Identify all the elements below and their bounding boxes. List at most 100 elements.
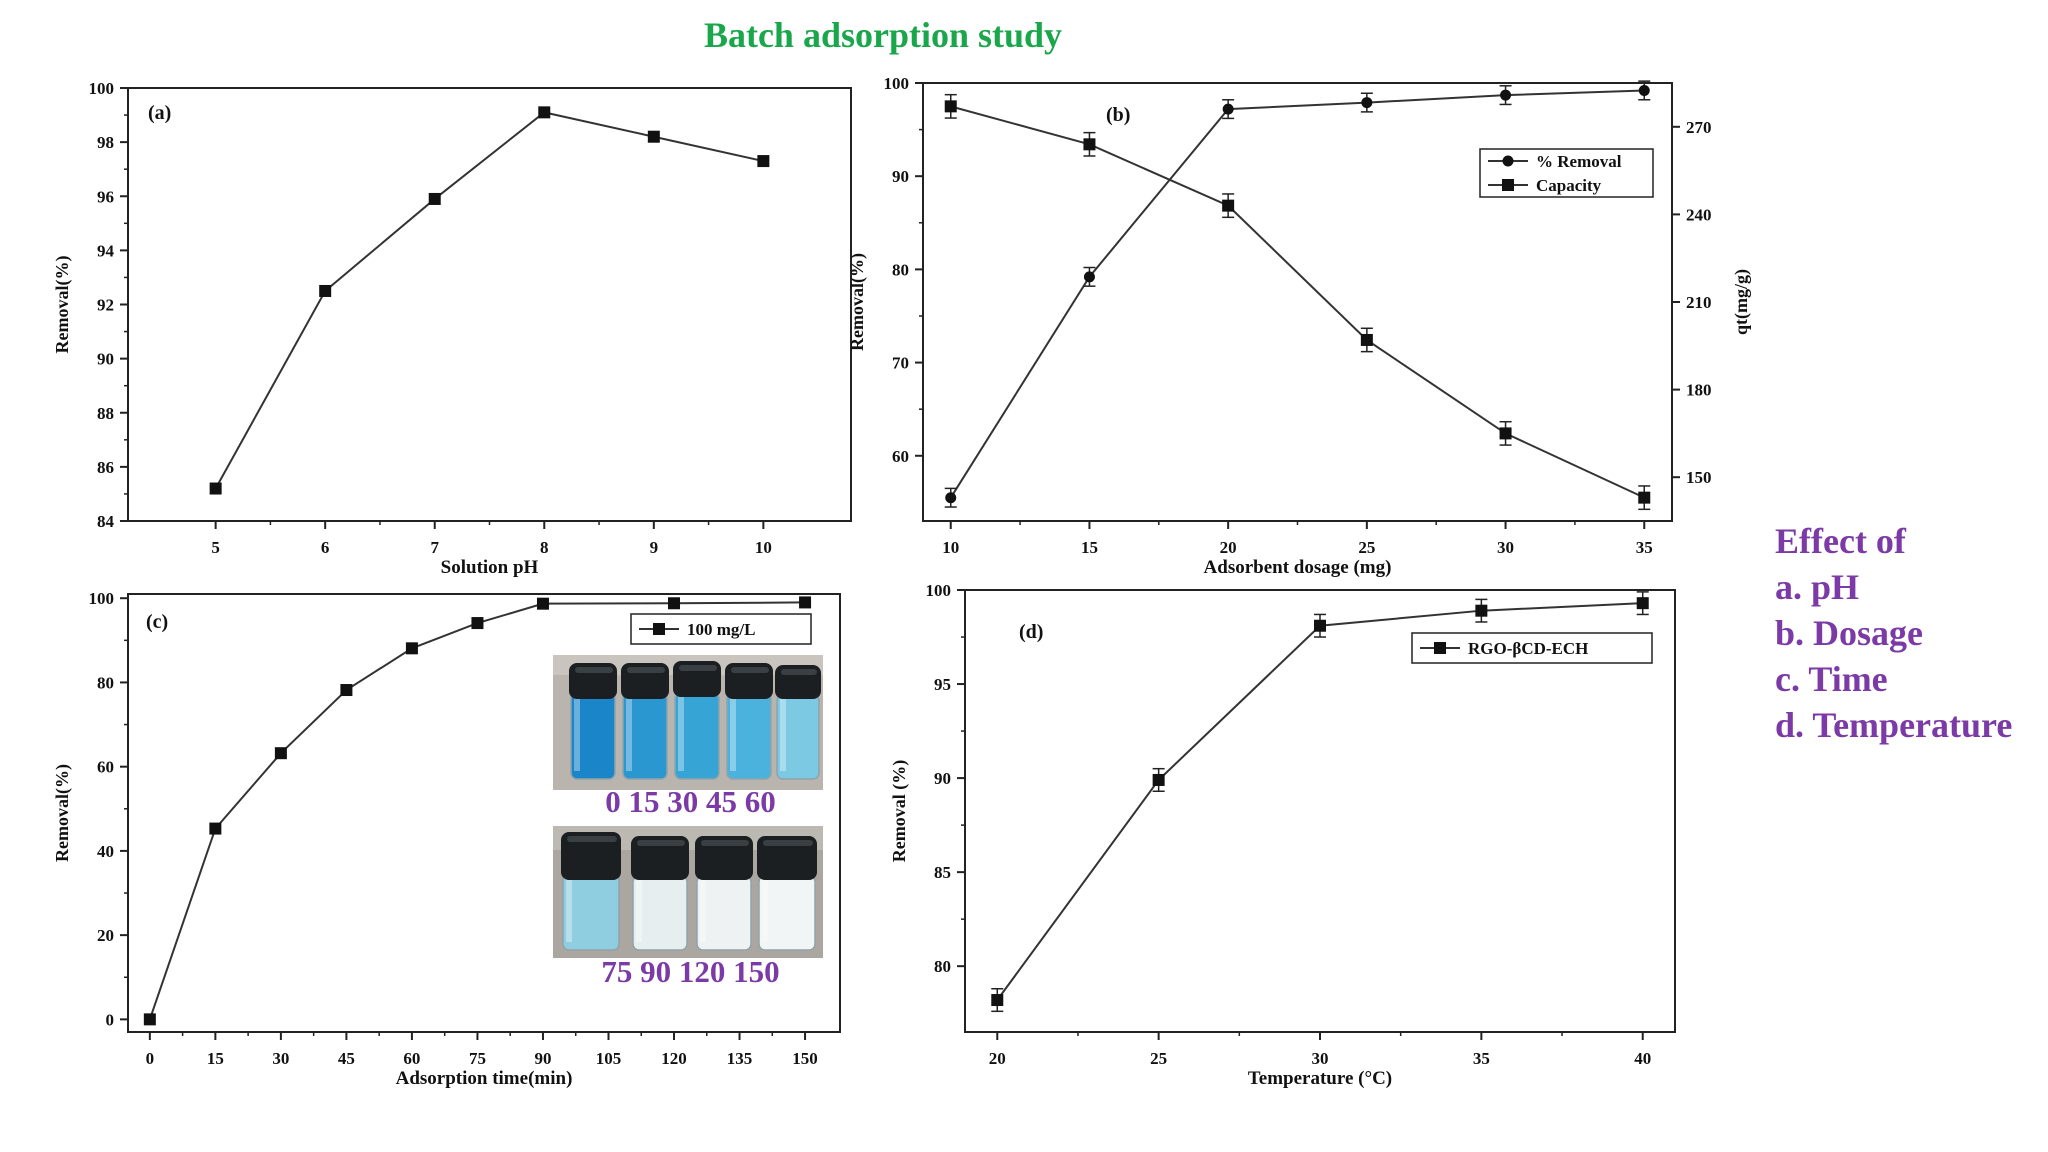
panel-label-c: (c) xyxy=(146,611,168,633)
chart-b: 10 15 20 25 30 35 60 70 80 90 100 150 180 210 240 270 qt… xyxy=(847,74,1752,578)
vial-cap-shine xyxy=(679,665,717,671)
effects-heading: Effect of xyxy=(1775,521,1906,561)
y-tick-label-d: 90 xyxy=(934,769,951,788)
data-point-a-0 xyxy=(319,284,332,297)
data-point-b-1 xyxy=(1360,333,1373,346)
effects-list: Effect of a. pH b. Dosage c. Time d. Tem… xyxy=(1775,518,2012,748)
vials-caption-bottom: 75 90 120 150 xyxy=(601,954,780,989)
series-line-a-0 xyxy=(214,111,764,490)
plot-frame-c xyxy=(127,593,841,1033)
x-tick-label-c: 75 xyxy=(469,1049,486,1068)
y-tick-label-d: 95 xyxy=(934,675,951,694)
vial-cap xyxy=(757,836,817,880)
vials-bottom-svg xyxy=(553,826,823,958)
y-tick-label-a: 84 xyxy=(97,512,115,531)
x-tick-label-b: 10 xyxy=(942,538,959,557)
chart-a: 5 6 7 8 9 10 84 86 88 90 92 94 96 98 100 Solution pH Rem… xyxy=(52,79,852,578)
data-point-a-0 xyxy=(757,155,770,168)
vial-cap xyxy=(695,836,753,880)
data-point-b-0 xyxy=(945,492,957,504)
x-tick-label-c: 120 xyxy=(661,1049,687,1068)
vial-highlight xyxy=(762,880,768,942)
data-point-a-0 xyxy=(209,482,222,495)
y-tick-label-c: 80 xyxy=(97,673,114,692)
vials-photo-top xyxy=(553,655,823,790)
y-tick-label-c: 60 xyxy=(97,758,114,777)
x-tick-label-a: 6 xyxy=(321,538,330,557)
x-tick-label-b: 20 xyxy=(1220,538,1237,557)
legend-label-b: % Removal xyxy=(1536,152,1622,171)
page-title: Batch adsorption study xyxy=(703,15,1063,55)
y-tick-label-c: 20 xyxy=(97,926,114,945)
data-point-b-0 xyxy=(1638,84,1650,96)
data-point-b-0 xyxy=(1083,271,1095,283)
x-axis-label-d: Temperature (°C) xyxy=(1248,1068,1392,1089)
data-point-d-0 xyxy=(991,994,1004,1007)
y-tick-label-b: 100 xyxy=(884,74,910,93)
legend-label-d: RGO-βCD-ECH xyxy=(1468,639,1588,658)
vial-highlight xyxy=(574,697,580,771)
vial-highlight xyxy=(636,880,642,942)
x-tick-label-b: 30 xyxy=(1497,538,1514,557)
y2-tick-label-b: 210 xyxy=(1686,293,1712,312)
effect-item-dosage: b. Dosage xyxy=(1775,613,1924,653)
panel-label-b: (b) xyxy=(1106,104,1130,126)
vial-cap-shine xyxy=(627,667,665,673)
data-point-a-0 xyxy=(647,130,660,143)
x-tick-label-c: 30 xyxy=(272,1049,289,1068)
x-tick-label-d: 35 xyxy=(1473,1049,1490,1068)
data-point-c-0 xyxy=(668,597,681,610)
x-tick-label-a: 7 xyxy=(430,538,439,557)
data-point-b-1 xyxy=(1222,199,1235,212)
vials-top-svg xyxy=(553,655,823,790)
x-tick-label-a: 5 xyxy=(211,538,220,557)
y-tick-label-c: 0 xyxy=(106,1010,115,1029)
y-tick-label-a: 98 xyxy=(97,133,114,152)
data-point-b-0 xyxy=(1222,103,1234,115)
y2-tick-label-b: 240 xyxy=(1686,205,1712,224)
x-tick-label-b: 15 xyxy=(1081,538,1098,557)
vial-cap-shine xyxy=(763,840,813,846)
x-axis-label-b: Adsorbent dosage (mg) xyxy=(1204,557,1392,578)
y-axis-label-d: Removal (%) xyxy=(889,760,910,862)
y2-tick-label-b: 180 xyxy=(1686,381,1712,400)
data-point-b-0 xyxy=(1500,89,1512,101)
y-tick-label-b: 90 xyxy=(892,167,909,186)
vial-cap-shine xyxy=(567,836,617,842)
data-point-c-0 xyxy=(274,747,287,760)
data-point-c-0 xyxy=(405,642,418,655)
legend-marker-c xyxy=(653,623,665,635)
y-tick-label-b: 60 xyxy=(892,447,909,466)
x-tick-label-c: 15 xyxy=(207,1049,224,1068)
chart-c: 0 15 30 45 60 75 90 105 120 135 150 0 20 40 60 80 100 Ads… xyxy=(52,589,841,1089)
x-tick-label-c: 135 xyxy=(727,1049,753,1068)
x-tick-label-c: 150 xyxy=(792,1049,818,1068)
effect-item-time: c. Time xyxy=(1775,659,1888,699)
series-line-b-1 xyxy=(950,105,1645,499)
vials-photo-bottom xyxy=(553,826,823,958)
y-axis-label-b: Removal(%) xyxy=(847,253,868,351)
x-tick-label-b: 35 xyxy=(1636,538,1653,557)
x-axis-label-c: Adsorption time(min) xyxy=(396,1068,573,1089)
y-tick-label-b: 70 xyxy=(892,354,909,373)
vials-caption-top: 0 15 30 45 60 xyxy=(605,784,776,819)
vial-highlight xyxy=(730,697,736,771)
data-point-a-0 xyxy=(428,192,441,205)
chart-d: 20 25 30 35 40 80 85 90 95 100 Temperature (°C) Rem… xyxy=(889,581,1676,1089)
legend-marker-b xyxy=(1502,155,1514,167)
x-tick-label-c: 90 xyxy=(534,1049,551,1068)
y-tick-label-d: 85 xyxy=(934,863,951,882)
data-point-a-0 xyxy=(538,106,551,119)
legend-marker-d xyxy=(1434,642,1446,654)
data-point-c-0 xyxy=(471,617,484,630)
y-tick-label-c: 40 xyxy=(97,842,114,861)
x-tick-label-c: 105 xyxy=(596,1049,622,1068)
y2-tick-label-b: 270 xyxy=(1686,118,1712,137)
x-tick-label-d: 30 xyxy=(1312,1049,1329,1068)
legend-label-c: 100 mg/L xyxy=(687,620,755,639)
y-tick-label-b: 80 xyxy=(892,260,909,279)
x-tick-label-a: 8 xyxy=(540,538,549,557)
y2-axis-label-b: qt(mg/g) xyxy=(1731,269,1752,335)
data-point-b-1 xyxy=(1638,491,1651,504)
